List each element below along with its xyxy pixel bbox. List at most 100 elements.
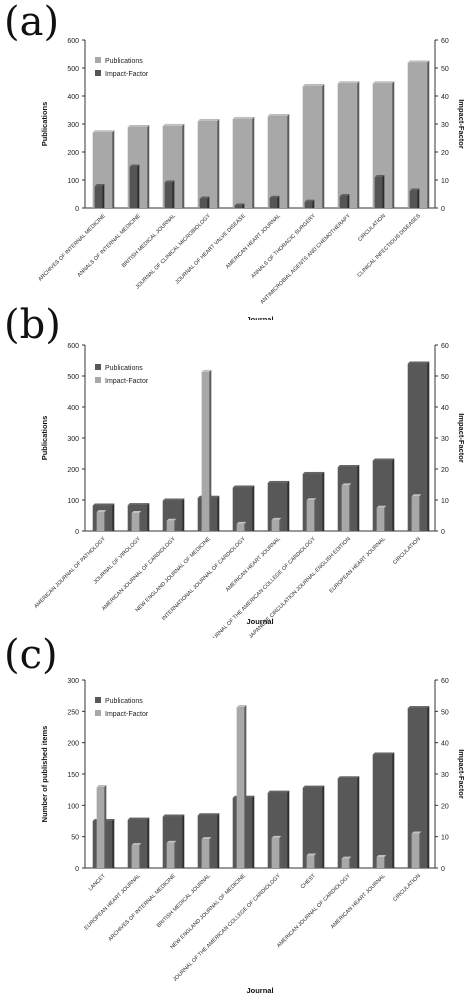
bar-publications-face (337, 778, 358, 868)
bar-impact-factor-top (341, 483, 352, 486)
category-label: ANNALS OF INTERNAL MEDICINE (77, 213, 143, 279)
bar-impact-factor-top (234, 203, 245, 206)
category-label: AMERICAN JOURNAL OF PATHOLOGY (33, 536, 107, 610)
y2-tick-label: 40 (441, 94, 449, 101)
bar-impact-factor (96, 785, 107, 868)
legend-label: Publications (105, 365, 143, 372)
bar-impact-factor-face (94, 186, 103, 208)
bar-publications (372, 752, 395, 868)
bar-impact-factor (271, 517, 282, 531)
y-tick-label: 500 (67, 66, 79, 73)
category-label: JOURNAL OF HEART VALVE DISEASE (174, 213, 247, 286)
bar-publications-top (372, 752, 395, 755)
bar-impact-factor-top (269, 195, 280, 198)
category-label: CIRCULATION (392, 536, 422, 566)
bar-publications-top (407, 706, 430, 709)
bar-impact-factor-face (376, 857, 385, 868)
bar-publications-top (302, 84, 325, 87)
bar-publications-top (337, 81, 360, 84)
bar-impact-factor-top (411, 494, 422, 497)
bar-impact-factor-face (271, 519, 280, 531)
legend-swatch (95, 70, 101, 76)
legend-swatch (95, 377, 101, 383)
legend-label: Impact-Factor (105, 711, 149, 718)
bar-impact-factor-top (271, 517, 282, 520)
bar-publications-top (372, 81, 395, 84)
y-tick-label: 600 (67, 38, 79, 45)
bar-publications-face (407, 62, 428, 209)
bar-publications (302, 785, 325, 868)
y-tick-label: 200 (67, 467, 79, 474)
bar-impact-factor-face (411, 496, 420, 531)
category-label: CIRCULATION (392, 873, 422, 903)
y-tick-label: 150 (67, 772, 79, 779)
y-tick-label: 300 (67, 122, 79, 129)
bar-publications (407, 706, 430, 868)
y-tick-label: 0 (75, 206, 79, 213)
y2-tick-label: 50 (441, 709, 449, 716)
bar-impact-factor-face (199, 198, 208, 208)
bar-impact-factor (164, 180, 175, 208)
bar-impact-factor-face (271, 837, 280, 868)
y2-tick-label: 30 (441, 436, 449, 443)
legend-label: Publications (105, 58, 143, 65)
bar-publications-face (232, 487, 253, 531)
bar-impact-factor-face (234, 205, 243, 208)
bar-publications-face (267, 116, 288, 208)
bar-impact-factor (411, 831, 422, 868)
bar-impact-factor-top (201, 369, 212, 372)
y-tick-label: 600 (67, 343, 79, 350)
bar-impact-factor-top (376, 855, 387, 858)
bar-impact-factor-face (236, 523, 245, 531)
y2-tick-label: 0 (441, 206, 445, 213)
bar-impact-factor-face (341, 858, 350, 868)
y2-axis-title: Impact-Factor (457, 413, 466, 463)
bar-publications (267, 114, 290, 208)
bar-impact-factor (341, 483, 352, 531)
panel-b: (b) 0 100 200 300 400 500 600 0 10 20 30 40 50 60 AMER… (0, 303, 475, 646)
bar-impact-factor-top (164, 180, 175, 183)
y2-tick-label: 60 (441, 678, 449, 685)
bar-impact-factor (376, 505, 387, 531)
bar-impact-factor-face (304, 201, 313, 208)
bar-impact-factor (411, 494, 422, 531)
category-label: AMERICAN JOURNAL OF CARDIOLOGY (101, 536, 177, 612)
bar-impact-factor-face (236, 707, 245, 868)
bar-impact-factor (96, 510, 107, 531)
x-axis-title: Journal (246, 986, 273, 995)
bar-publications-face (337, 83, 358, 208)
bar-publications-top (407, 60, 430, 63)
category-label: ARCHIVES OF INTERNAL MEDICINE (107, 873, 177, 943)
bar-publications-face (302, 787, 323, 868)
category-label: CLINICAL INFECTIOUS DISEASES (356, 213, 422, 279)
y2-tick-label: 60 (441, 343, 449, 350)
bar-publications-face (302, 86, 323, 208)
bar-publications (337, 81, 360, 208)
y2-axis-title: Impact-Factor (457, 749, 466, 799)
y2-tick-label: 30 (441, 122, 449, 129)
bar-impact-factor-face (269, 197, 278, 208)
bar-impact-factor (234, 203, 245, 208)
category-label: EUROPEAN HEART JOURNAL (329, 536, 387, 594)
bar-impact-factor-top (304, 199, 315, 202)
bar-publications (337, 776, 360, 868)
bar-impact-factor (201, 837, 212, 868)
y2-tick-label: 60 (441, 38, 449, 45)
y2-tick-label: 0 (441, 866, 445, 873)
chart-b: 0 100 200 300 400 500 600 0 10 20 30 40 50 60 AMERICAN… (33, 343, 466, 646)
bar-publications-top (162, 814, 185, 817)
y2-tick-label: 50 (441, 66, 449, 73)
category-label: CIRCULATION (357, 213, 387, 243)
y2-tick-label: 20 (441, 150, 449, 157)
bar-impact-factor-face (166, 520, 175, 531)
bar-impact-factor-top (131, 511, 142, 514)
y-tick-label: 300 (67, 678, 79, 685)
bar-impact-factor (94, 184, 105, 208)
bar-publications (197, 119, 220, 208)
bar-impact-factor-top (94, 184, 105, 187)
bar-publications-top (337, 465, 360, 468)
category-label: CHEST (300, 873, 318, 891)
bar-impact-factor (131, 511, 142, 531)
bar-impact-factor-top (236, 521, 247, 524)
y-tick-label: 0 (75, 529, 79, 536)
